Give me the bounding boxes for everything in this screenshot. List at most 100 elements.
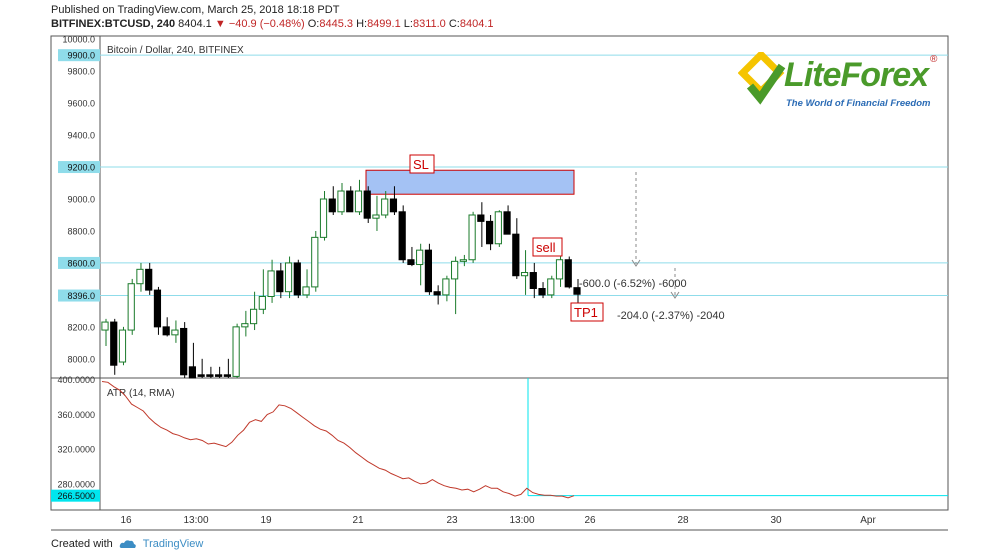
candle-body <box>547 278 555 296</box>
x-tick-label: 26 <box>584 515 596 526</box>
sl-measure-arrow-icon <box>631 259 641 267</box>
candle-body <box>564 259 572 288</box>
x-tick-label: 28 <box>677 515 689 526</box>
low-label: L: <box>403 18 413 30</box>
candle-body <box>363 190 371 219</box>
candle-body <box>451 260 459 280</box>
candle-body <box>223 374 231 377</box>
logo-wordmark: LiteForex <box>784 56 929 94</box>
atr-y-tick-label: 360.0000 <box>57 410 95 420</box>
candle-body <box>424 249 433 293</box>
candle-body <box>127 283 135 331</box>
sl-label-box <box>409 154 435 174</box>
level-label-bg <box>58 289 100 302</box>
atr-y-tick-label: 280.0000 <box>57 479 95 489</box>
tp1-label: TP1 <box>574 305 598 320</box>
logo-tagline: The World of Financial Freedom <box>786 98 931 109</box>
candle-body <box>346 190 354 213</box>
level-label: 8396.0 <box>67 291 95 301</box>
candle-body <box>241 323 249 328</box>
open-value: 8445.3 <box>319 18 353 30</box>
tradingview-link[interactable]: TradingView <box>142 538 204 550</box>
published-text: Published on TradingView.com, March 25, … <box>51 4 340 16</box>
atr-series-line <box>101 381 575 499</box>
x-tick-label: 13:00 <box>183 515 208 526</box>
candle-body <box>573 287 581 295</box>
footer: Created with TradingView <box>51 538 203 550</box>
candle-body <box>197 374 205 377</box>
candle-body <box>215 374 223 377</box>
x-tick-label: 21 <box>352 515 364 526</box>
candle-body <box>555 259 564 280</box>
candle-body <box>101 321 109 331</box>
candle-body <box>293 262 301 296</box>
candle-body <box>328 198 336 213</box>
candle-body <box>442 278 450 296</box>
candle-body <box>206 374 214 377</box>
candle-body <box>180 327 188 376</box>
candle-body <box>538 288 546 296</box>
high-label: H: <box>356 18 368 30</box>
atr-y-tick-label: 320.0000 <box>57 445 95 455</box>
atr-last-label: 266.5000 <box>57 491 95 501</box>
sell-label: sell <box>536 240 556 255</box>
candle-body <box>188 366 197 379</box>
chart-frame <box>50 35 949 511</box>
candle-body <box>389 198 398 213</box>
candle-body <box>258 295 266 310</box>
level-label-bg <box>58 161 100 174</box>
tp-measure-arrow-icon <box>670 291 680 299</box>
candle-body <box>477 214 485 222</box>
x-tick-label: 13:00 <box>509 515 534 526</box>
y-tick-label: 8800.0 <box>67 226 95 236</box>
candle-body <box>459 259 467 262</box>
candle-body <box>276 270 284 293</box>
atr-y-tick-label: 400.0000 <box>57 375 95 385</box>
candle-body <box>520 272 529 277</box>
sl-zone-box <box>365 169 575 195</box>
change-arrow-icon: ▼ <box>214 18 226 30</box>
candle-body <box>416 249 424 266</box>
level-label: 9900.0 <box>67 51 95 61</box>
symbol-info-line: BITFINEX:BTCUSD, 240 8404.1 ▼ −40.9 (−0.… <box>51 18 494 30</box>
candle-body <box>249 308 258 325</box>
y-tick-label: 8000.0 <box>67 354 95 364</box>
candle-body <box>171 329 179 336</box>
y-tick-label: 8200.0 <box>67 322 95 332</box>
candle-body <box>232 326 240 377</box>
open-label: O: <box>307 18 320 30</box>
y-tick-label: 9400.0 <box>67 131 95 141</box>
candle-body <box>311 236 319 288</box>
candle-body <box>145 268 153 291</box>
created-with-text: Created with <box>51 538 113 550</box>
candle-body <box>302 286 310 296</box>
x-tick-label: Apr <box>860 515 876 526</box>
candle-body <box>503 211 511 235</box>
candle-body <box>494 211 502 245</box>
candle-body <box>354 190 363 213</box>
chart-title: Bitcoin / Dollar, 240, BITFINEX <box>107 45 244 56</box>
liteforex-emblem-icon <box>738 52 786 105</box>
level-label-bg <box>58 256 100 269</box>
liteforex-logo: LiteForex ® The World of Financial Freed… <box>738 52 948 114</box>
atr-title: ATR (14, RMA) <box>107 388 175 399</box>
tradingview-cloud-icon <box>119 540 136 548</box>
close-label: C: <box>448 18 460 30</box>
candle-body <box>110 321 118 366</box>
low-value: 8311.0 <box>412 18 446 30</box>
x-tick-label: 16 <box>120 515 132 526</box>
candle-body <box>337 190 345 213</box>
y-tick-label: 9800.0 <box>67 67 95 77</box>
x-tick-label: 19 <box>260 515 272 526</box>
level-label-bg <box>58 49 100 62</box>
tp-measure-label: -204.0 (-2.37%) -2040 <box>617 310 725 322</box>
candle-body <box>118 329 127 363</box>
symbol-name: BITFINEX:BTCUSD, 240 <box>51 18 176 30</box>
y-tick-label: 9600.0 <box>67 99 95 109</box>
close-value: 8404.1 <box>459 18 494 30</box>
y-tick-label: 9000.0 <box>67 195 95 205</box>
candle-body <box>267 270 275 297</box>
high-value: 8499.1 <box>367 18 401 30</box>
x-tick-label: 30 <box>770 515 782 526</box>
